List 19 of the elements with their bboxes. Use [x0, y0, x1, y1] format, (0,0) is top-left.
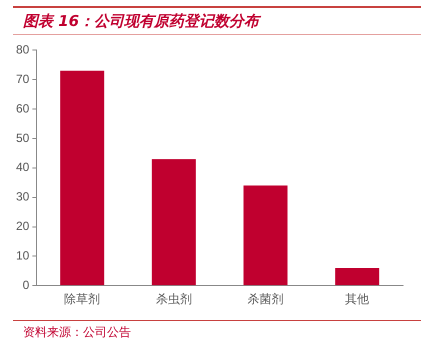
y-tick-label: 10	[16, 248, 30, 262]
y-tick-label: 60	[16, 101, 30, 116]
y-tick-label: 80	[16, 42, 30, 57]
x-tick-label: 除草剂	[64, 292, 100, 306]
y-tick-label: 0	[22, 278, 30, 292]
x-tick-label: 杀虫剂	[156, 292, 192, 306]
bar	[152, 159, 196, 286]
x-tick-label: 杀菌剂	[248, 292, 284, 306]
y-tick-label: 20	[16, 219, 30, 234]
y-tick-label: 50	[16, 130, 30, 145]
chart-title: 图表 16：公司现有原药登记数分布	[13, 6, 421, 35]
x-tick-label: 其他	[345, 292, 370, 306]
text: 资料来源：公司公告	[13, 320, 421, 341]
bar	[335, 268, 380, 286]
bar	[244, 186, 288, 286]
y-tick-label: 40	[16, 160, 30, 174]
y-tick-label: 70	[16, 72, 30, 86]
bar	[60, 70, 104, 286]
y-tick-label: 30	[16, 190, 30, 204]
